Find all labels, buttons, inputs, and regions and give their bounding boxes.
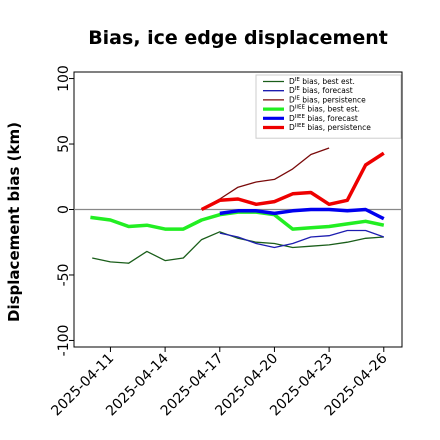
y-tick-label: 50: [56, 135, 72, 153]
y-tick-label: 0: [56, 205, 72, 214]
series-line-2: [219, 229, 385, 249]
series-line-4: [90, 210, 385, 231]
y-tick-label: -100: [56, 325, 72, 357]
y-axis-label: Displacement bias (km): [5, 122, 23, 322]
legend-entry: DIIEE bias, persistence: [289, 123, 371, 132]
series-line-5: [219, 207, 385, 221]
legend-entry: DIIEE bias, forecast: [289, 114, 358, 123]
series-line-3: [201, 147, 330, 211]
y-tick-label: -50: [56, 264, 72, 287]
series-line-6: [200, 151, 385, 212]
series-line-1: [92, 231, 384, 264]
legend: DIE bias, best est.DIE bias, forecastDIE…: [255, 74, 402, 139]
legend-entry: DIE bias, forecast: [289, 86, 353, 95]
legend-entry: DIE bias, best est.: [289, 77, 355, 86]
y-tick-label: 100: [56, 65, 72, 92]
legend-entry: DIE bias, persistence: [289, 95, 366, 104]
chart-title: Bias, ice edge displacement: [88, 27, 388, 49]
legend-entry: DIIEE bias, best est.: [289, 105, 360, 114]
